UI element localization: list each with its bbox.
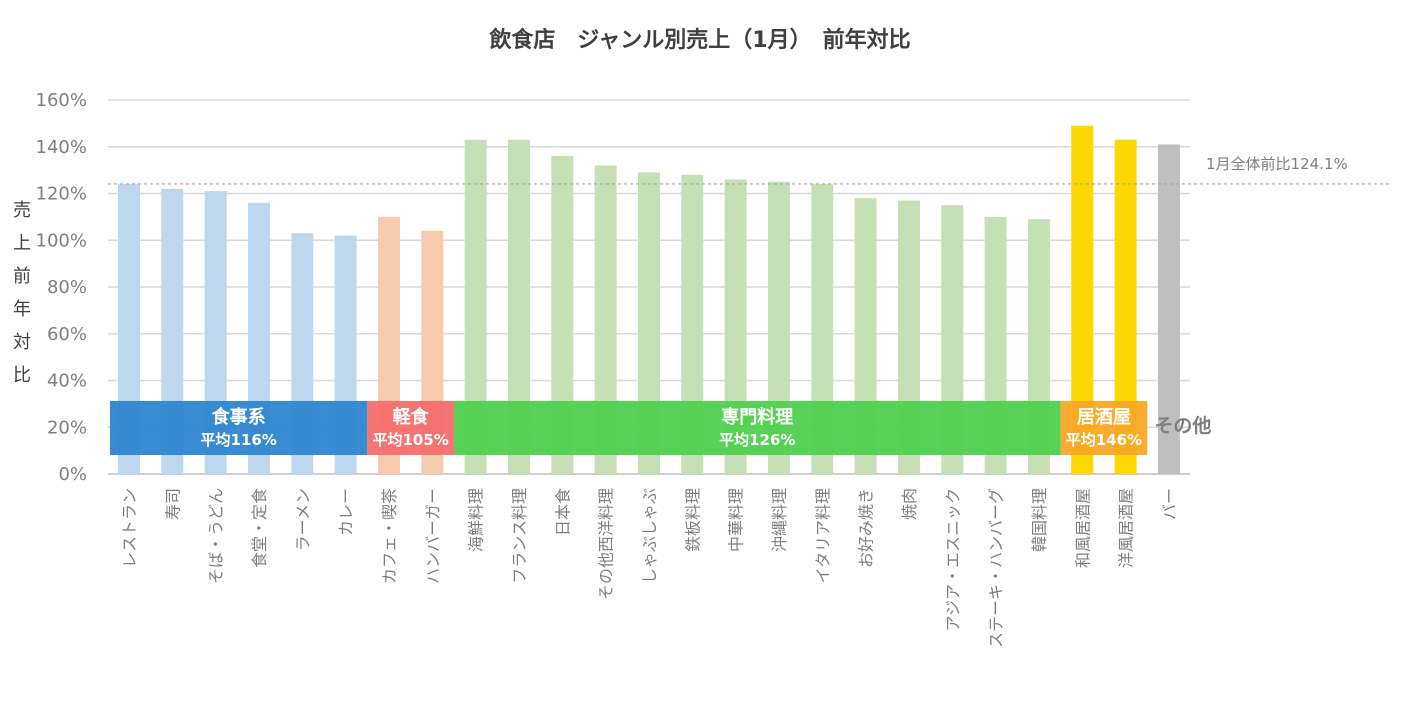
bar-沖縄料理 <box>767 181 790 474</box>
bar-鉄板料理 <box>681 174 704 475</box>
category-label: 鉄板料理 <box>683 488 702 552</box>
y-axis-label-char: 前 <box>13 266 31 287</box>
category-label: ラーメン <box>293 488 312 551</box>
category-label: バー <box>1160 488 1179 520</box>
y-tick-labels: 0% 20% 40% 60% 80% 100% 120% 140% 160% <box>36 90 87 485</box>
category-label: 海鮮料理 <box>467 488 486 552</box>
category-label: 焼肉 <box>900 488 919 520</box>
other-group-label: その他 <box>1154 414 1211 437</box>
category-label: その他西洋料理 <box>597 488 616 600</box>
group-band-食事系 <box>110 401 368 455</box>
y-tick-label: 40% <box>47 371 87 392</box>
bar-和風居酒屋 <box>1071 125 1094 475</box>
y-axis-label-char: 対 <box>13 332 31 353</box>
group-average: 平均126% <box>719 431 795 449</box>
category-label: 日本食 <box>553 488 572 536</box>
reference-line-label: 1月全体前比124.1% <box>1206 155 1348 173</box>
y-tick-label: 0% <box>58 464 87 485</box>
bar-中華料理 <box>724 179 747 474</box>
category-label: イタリア料理 <box>813 488 832 583</box>
group-average: 平均146% <box>1066 431 1142 449</box>
group-name: 食事系 <box>211 406 266 428</box>
y-tick-label: 160% <box>36 90 87 111</box>
category-labels: レストラン 寿司 そば・うどん 食堂・定食 ラーメン カレー カフェ・喫茶 ハンバーガー 海鮮料… <box>120 488 1179 648</box>
category-label: カレー <box>337 488 356 536</box>
group-name: 居酒屋 <box>1077 406 1131 428</box>
bar-洋風居酒屋 <box>1114 139 1137 475</box>
category-label: アジア・エスニック <box>943 488 962 631</box>
category-label: フランス料理 <box>510 488 529 584</box>
category-label: ステーキ・ハンバーグ <box>987 488 1006 648</box>
bar-海鮮料理 <box>464 139 487 475</box>
category-label: 寿司 <box>163 488 182 520</box>
y-axis-label-char: 上 <box>13 233 31 254</box>
category-label: レストラン <box>120 488 139 568</box>
category-label: 食堂・定食 <box>250 488 269 568</box>
bar-しゃぶしゃぶ <box>637 172 660 474</box>
y-tick-label: 20% <box>47 417 87 438</box>
bar-その他西洋料理 <box>594 165 617 474</box>
bar-バー <box>1157 144 1180 474</box>
category-label: カフェ・喫茶 <box>380 488 399 584</box>
y-tick-label: 120% <box>36 184 87 205</box>
group-name: 軽食 <box>393 406 430 428</box>
y-axis-label-char: 年 <box>13 299 31 320</box>
bar-フランス料理 <box>507 139 530 475</box>
category-label: ハンバーガー <box>423 488 442 584</box>
y-tick-label: 100% <box>36 230 87 251</box>
group-band-専門料理 <box>453 401 1061 455</box>
category-label: そば・うどん <box>207 488 226 584</box>
y-tick-label: 80% <box>47 277 87 298</box>
y-axis-label-char: 比 <box>13 365 31 386</box>
category-label: 和風居酒屋 <box>1073 488 1092 568</box>
group-average: 平均116% <box>200 431 276 449</box>
y-axis-label-char: 売 <box>13 200 31 221</box>
category-label: 沖縄料理 <box>770 488 789 552</box>
category-label: 洋風居酒屋 <box>1117 488 1136 568</box>
group-name: 専門料理 <box>721 406 793 428</box>
category-label: 中華料理 <box>727 488 746 552</box>
group-band-軽食 <box>367 401 454 455</box>
chart-title: 飲食店 ジャンル別売上（1月） 前年対比 <box>488 27 910 53</box>
category-label: お好み焼き <box>857 488 876 568</box>
category-label: しゃぶしゃぶ <box>640 488 659 584</box>
reference-line: 1月全体前比124.1% <box>108 155 1390 185</box>
category-label: 韓国料理 <box>1030 488 1049 552</box>
y-tick-label: 140% <box>36 137 87 158</box>
group-band-居酒屋 <box>1060 401 1148 455</box>
bar-日本食 <box>551 156 574 474</box>
y-tick-label: 60% <box>47 324 87 345</box>
group-average: 平均105% <box>372 431 448 449</box>
